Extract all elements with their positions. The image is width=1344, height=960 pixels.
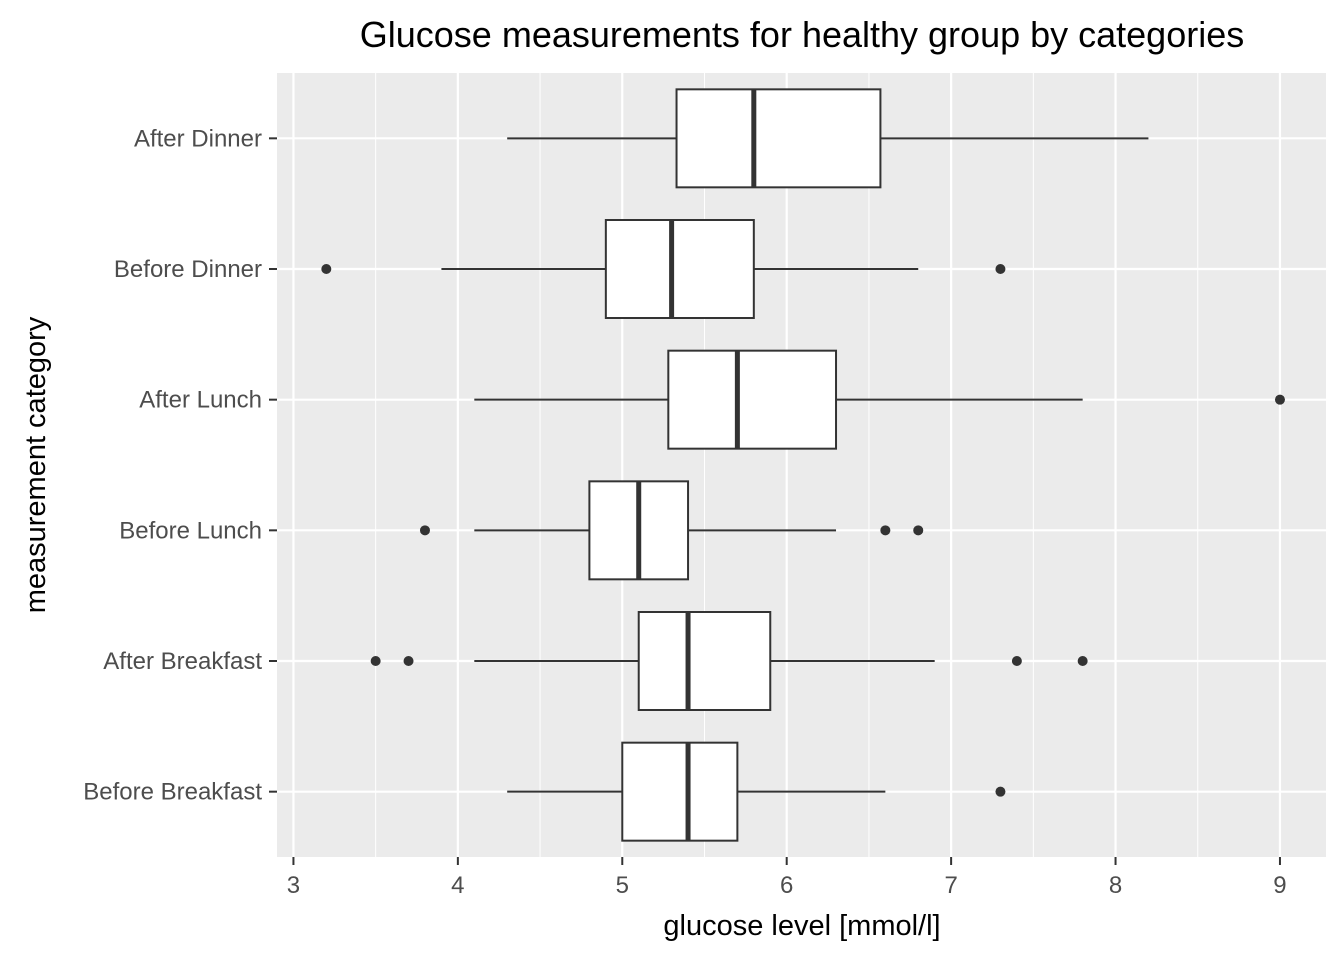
- outlier-point: [913, 525, 924, 536]
- iqr-box: [637, 611, 772, 711]
- x-tick-label: 4: [451, 872, 464, 899]
- outlier-point: [370, 656, 381, 666]
- outlier-point: [880, 525, 891, 536]
- outlier-point: [1011, 656, 1022, 666]
- y-tick-label: Before Dinner: [114, 256, 262, 283]
- x-tick-label: 7: [944, 872, 957, 899]
- y-tick-label: Before Lunch: [119, 517, 262, 544]
- outlier-point: [995, 786, 1006, 797]
- outlier-point: [403, 656, 414, 666]
- x-axis-title: glucose level [mmol/l]: [663, 910, 940, 942]
- box-before-breakfast: [507, 741, 1006, 842]
- axis-layer: Before Breakfast After Breakfast Before Lu…: [83, 125, 1286, 899]
- y-tick-label: Before Breakfast: [83, 779, 262, 806]
- outlier-point: [1077, 656, 1088, 666]
- outlier-point: [995, 264, 1006, 274]
- y-axis-title: measurement category: [20, 316, 52, 613]
- y-tick-label: After Lunch: [139, 387, 262, 414]
- chart-title: Glucose measurements for healthy group b…: [360, 14, 1244, 55]
- box-after-dinner: [507, 88, 1149, 189]
- x-tick-label: 9: [1273, 872, 1286, 899]
- box-layer: [321, 88, 1285, 842]
- box-before-dinner: [321, 219, 1006, 319]
- y-tick-label: After Breakfast: [103, 648, 262, 675]
- outlier-point: [419, 525, 430, 536]
- x-tick-label: 8: [1109, 872, 1122, 899]
- outlier-point: [1274, 394, 1285, 405]
- x-tick-label: 5: [616, 872, 629, 899]
- iqr-box: [621, 741, 739, 842]
- x-tick-label: 6: [780, 872, 793, 899]
- plot-panel: [277, 73, 1326, 857]
- box-after-lunch: [474, 349, 1285, 450]
- x-tick-label: 3: [287, 872, 300, 899]
- outlier-point: [321, 264, 332, 274]
- iqr-box: [675, 88, 882, 189]
- iqr-box: [667, 349, 838, 450]
- iqr-box: [604, 219, 755, 319]
- box-after-breakfast: [370, 611, 1088, 711]
- box-before-lunch: [419, 480, 924, 581]
- y-tick-label: After Dinner: [134, 125, 262, 152]
